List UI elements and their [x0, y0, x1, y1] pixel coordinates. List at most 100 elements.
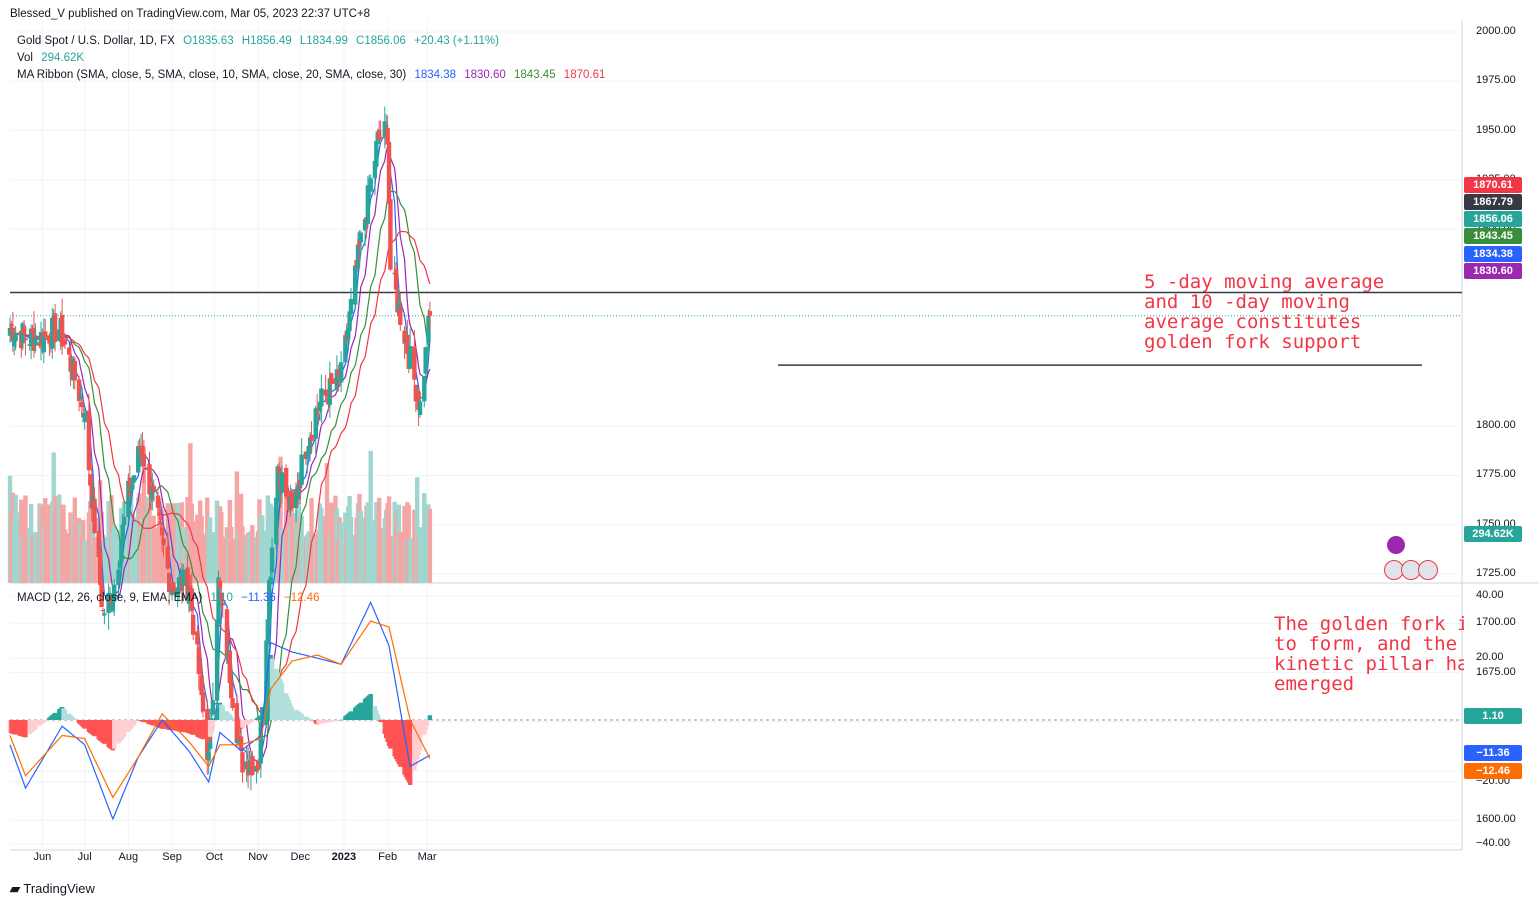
candle-body — [131, 475, 137, 482]
candle-body — [355, 244, 361, 268]
volume-bar — [329, 502, 334, 583]
candle-body — [33, 337, 38, 346]
volume-bar — [388, 536, 393, 583]
volume-bar — [378, 528, 383, 583]
candle-body — [100, 610, 106, 612]
ma30-line — [9, 230, 431, 714]
symbol-close: C1856.06 — [356, 35, 406, 47]
candle-body — [157, 512, 162, 516]
time-tick-label: Nov — [248, 851, 268, 863]
candle-body — [388, 199, 393, 270]
candle-body — [345, 327, 351, 340]
candle-body — [9, 324, 14, 327]
badge-ma30: 1870.61 — [1464, 177, 1522, 193]
price-tick-label: 2000.00 — [1476, 24, 1516, 37]
ma-ribbon-label: MA Ribbon (SMA, close, 5, SMA, close, 10… — [17, 69, 407, 81]
candle-body — [121, 516, 127, 526]
macd-legend[interactable]: MACD (12, 26, close, 9, EMA, EMA) 1.10 −… — [17, 592, 324, 604]
candle-body — [412, 346, 417, 380]
candle-body — [293, 489, 299, 508]
candle-body — [89, 479, 94, 509]
candle-body — [275, 466, 280, 503]
candle-body — [338, 362, 344, 383]
candle-body — [176, 578, 182, 592]
time-tick-label: Jul — [77, 851, 92, 863]
symbol-low: L1834.99 — [299, 35, 348, 47]
candle-body — [274, 497, 279, 545]
candle-body — [165, 546, 171, 569]
volume-bar — [358, 510, 364, 583]
macd-histogram-bar — [82, 720, 87, 729]
candle-body — [41, 334, 47, 353]
candle-body — [128, 486, 134, 493]
macd-signal-value: −12.46 — [283, 592, 320, 604]
candle-body — [217, 580, 223, 589]
candle-body — [305, 454, 310, 459]
candle-body — [116, 569, 121, 586]
volume-bar — [210, 532, 216, 583]
candle-body — [112, 584, 117, 602]
symbol-change: +20.43 (+1.11%) — [414, 35, 499, 47]
ma-ribbon-legend[interactable]: MA Ribbon (SMA, close, 5, SMA, close, 10… — [17, 69, 610, 81]
macd-histogram-bar — [62, 709, 68, 720]
candle-body — [422, 376, 427, 402]
candle-body — [151, 485, 156, 491]
volume-bar — [200, 533, 206, 583]
macd-histogram-bar — [210, 720, 216, 728]
volume-bar — [324, 463, 330, 583]
volume-bar — [299, 515, 304, 583]
volume-bar — [368, 450, 373, 583]
lightning-icon[interactable] — [1387, 536, 1405, 554]
candle-body — [372, 160, 378, 179]
candle-body — [289, 491, 294, 509]
symbol-name: Gold Spot / U.S. Dollar, 1D, FX — [17, 35, 175, 47]
candle-body — [362, 219, 368, 231]
macd-histogram-bar — [368, 694, 373, 720]
candle-body — [50, 317, 55, 349]
candle-body — [140, 445, 145, 460]
candle-body — [393, 268, 399, 290]
candle-body — [395, 290, 400, 313]
volume-bar — [72, 497, 78, 583]
candle-body — [59, 314, 65, 347]
candle-body — [97, 551, 103, 585]
volume-bar — [289, 506, 294, 583]
candle-body — [62, 339, 68, 345]
price-tick-label: 1950.00 — [1476, 123, 1516, 136]
symbol-legend[interactable]: Gold Spot / U.S. Dollar, 1D, FX O1835.63… — [17, 35, 504, 47]
macd-histogram-bar — [33, 720, 38, 730]
time-tick-label: 2023 — [331, 851, 357, 863]
macd-histogram-bar — [220, 706, 225, 720]
volume-bar — [220, 536, 225, 583]
candle-body — [285, 491, 290, 493]
candlesticks — [7, 106, 433, 791]
macd-histogram-bar — [240, 720, 245, 728]
tradingview-footer[interactable]: ▰ TradingView — [10, 881, 95, 897]
flag-icon[interactable] — [1418, 560, 1438, 580]
volume-bar — [131, 516, 137, 583]
candle-body — [314, 408, 320, 410]
candle-body — [265, 619, 271, 645]
macd-tick-label: 40.00 — [1476, 589, 1504, 602]
time-tick-label: Feb — [378, 851, 398, 863]
candle-body — [307, 437, 313, 451]
volume-label: Vol — [17, 52, 33, 64]
candle-body — [196, 647, 202, 674]
volume-legend[interactable]: Vol 294.62K — [17, 52, 89, 64]
macd-hist-value: 1.10 — [210, 592, 233, 604]
candle-body — [76, 379, 82, 401]
publisher-header: Blessed_V published on TradingView.com, … — [10, 8, 371, 20]
volume-bar — [415, 477, 420, 583]
candle-body — [7, 327, 13, 336]
macd-histogram-bar — [200, 720, 206, 740]
time-tick-label: Mar — [417, 851, 437, 863]
candle-body — [150, 486, 155, 501]
candle-body — [167, 572, 172, 593]
candle-body — [78, 395, 83, 400]
macd-histogram-bar — [151, 720, 156, 726]
candle-body — [267, 579, 272, 626]
candle-body — [110, 600, 116, 611]
candle-body — [384, 124, 389, 127]
candle-body — [386, 141, 392, 204]
footer-brand: TradingView — [23, 881, 95, 896]
